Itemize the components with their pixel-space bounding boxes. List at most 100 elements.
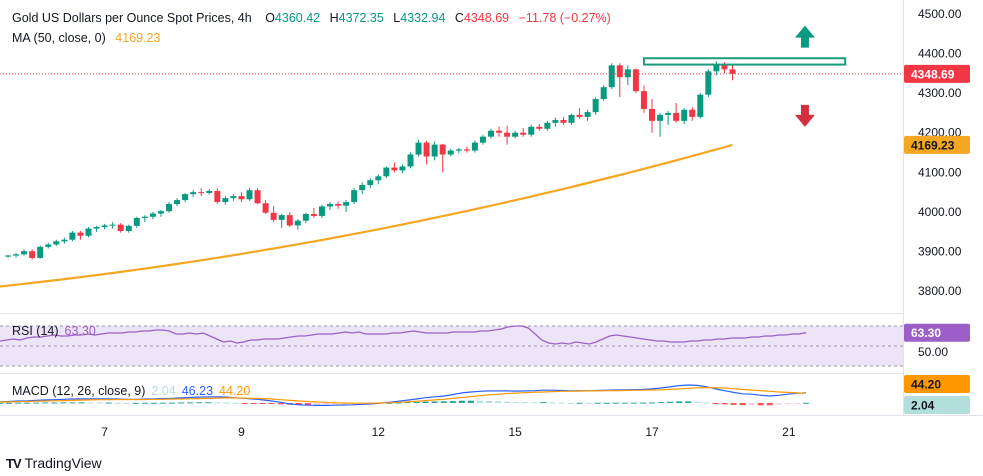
candle-20 <box>166 202 172 213</box>
moving-average-line <box>0 143 733 288</box>
macd-hist-bar-1 <box>6 402 13 404</box>
macd-hist-bar-58 <box>522 402 529 404</box>
candle-body <box>488 130 494 137</box>
candle-body <box>85 228 92 236</box>
candle-60 <box>488 128 494 139</box>
candle-body <box>5 255 11 257</box>
candle-67 <box>544 120 551 131</box>
macd-hist-bar-30 <box>268 403 275 404</box>
candle-body <box>206 190 213 193</box>
open-value: 4360.42 <box>275 11 320 25</box>
candle-body <box>496 130 503 133</box>
low-value: 4332.94 <box>400 11 445 25</box>
macd-hist-bar-16 <box>141 402 148 404</box>
symbol-title: Gold US Dollars per Ounce Spot Prices, 4… <box>12 11 252 25</box>
candle-35 <box>286 211 293 228</box>
candle-69 <box>560 116 567 125</box>
macd-hist-bar-6 <box>51 402 58 404</box>
candle-52 <box>423 140 430 165</box>
candle-88 <box>713 61 720 76</box>
candle-12 <box>101 223 108 230</box>
rsi-badge-bg <box>904 323 970 342</box>
price-tick-label-0: 4500.00 <box>918 7 962 21</box>
candle-26 <box>214 188 221 205</box>
macd-hist-bar-13 <box>114 402 121 404</box>
candle-90 <box>729 64 736 81</box>
candle-body <box>61 239 68 242</box>
candle-body <box>166 204 172 212</box>
candle-81 <box>657 112 664 137</box>
candle-27 <box>222 196 229 205</box>
candle-body <box>230 196 237 199</box>
rsi-pane: RSI (14) 63.30 50.00 <box>0 324 948 367</box>
candle-body <box>254 190 261 204</box>
macd-hist-bar-20 <box>178 402 185 404</box>
macd-hist-bar-33 <box>295 403 302 405</box>
candle-58 <box>471 140 478 153</box>
macd-hist-bar-46 <box>413 401 420 403</box>
candle-50 <box>407 152 414 169</box>
macd-hist-badge-bg <box>904 396 970 414</box>
candle-body <box>214 190 221 203</box>
macd-hist-bar-7 <box>60 402 67 404</box>
candle-body <box>262 203 269 213</box>
candle-4 <box>37 245 44 259</box>
candle-53 <box>431 141 438 161</box>
candle-36 <box>294 219 301 230</box>
candle-body <box>383 167 390 177</box>
candle-85 <box>689 107 696 121</box>
arrow-down-icon <box>794 104 815 127</box>
candle-body <box>439 144 446 155</box>
candle-0 <box>5 254 11 258</box>
candle-body <box>504 132 511 137</box>
macd-hist-bar-26 <box>232 402 239 404</box>
macd-hist-value: 2.04 <box>151 384 175 398</box>
macd-signal-badge-text: 44.20 <box>911 378 941 392</box>
last-price-badge: 4348.69 <box>904 64 970 83</box>
macd-hist-bar-5 <box>42 402 49 404</box>
macd-hist-bar-4 <box>33 402 40 404</box>
price-tick-label-5: 4000.00 <box>918 205 962 219</box>
candle-79 <box>640 85 647 113</box>
candle-body <box>479 136 486 143</box>
candle-body <box>673 112 680 121</box>
candle-78 <box>632 68 639 94</box>
macd-hist-bar-54 <box>486 401 493 403</box>
candle-45 <box>367 178 374 189</box>
candle-22 <box>182 192 189 203</box>
candle-10 <box>85 227 92 238</box>
candle-body <box>697 94 704 117</box>
candle-44 <box>359 182 366 195</box>
candle-body <box>657 114 664 121</box>
brand-name: TradingView <box>24 455 102 471</box>
candle-17 <box>141 215 148 222</box>
candle-body <box>318 206 325 216</box>
rsi-line <box>0 325 807 345</box>
macd-hist-bar-68 <box>612 402 619 404</box>
ma-badge-bg <box>904 135 970 154</box>
candle-46 <box>375 174 382 185</box>
candle-74 <box>600 85 607 102</box>
macd-hist-bar-2 <box>15 402 22 404</box>
time-tick-7: 7 <box>101 425 108 439</box>
tradingview-logo-icon: TV <box>6 455 22 471</box>
candle-40 <box>327 202 333 210</box>
ma-value: 4169.23 <box>115 31 160 45</box>
candle-body <box>512 132 519 137</box>
candle-body <box>109 224 116 226</box>
candle-33 <box>270 206 277 222</box>
macd-hist-bar-87 <box>784 403 791 404</box>
candle-body <box>721 64 728 70</box>
macd-hist-bar-65 <box>585 402 592 404</box>
candle-body <box>310 213 317 216</box>
candle-body <box>600 87 607 100</box>
macd-hist-bar-59 <box>531 402 538 404</box>
macd-hist-bar-82 <box>739 403 746 406</box>
candle-body <box>77 232 84 236</box>
candle-body <box>157 211 164 214</box>
tradingview-brand[interactable]: TV TradingView <box>6 455 102 471</box>
macd-hist-bar-66 <box>594 402 601 404</box>
candle-body <box>649 108 655 121</box>
macd-hist-bar-70 <box>630 402 637 404</box>
